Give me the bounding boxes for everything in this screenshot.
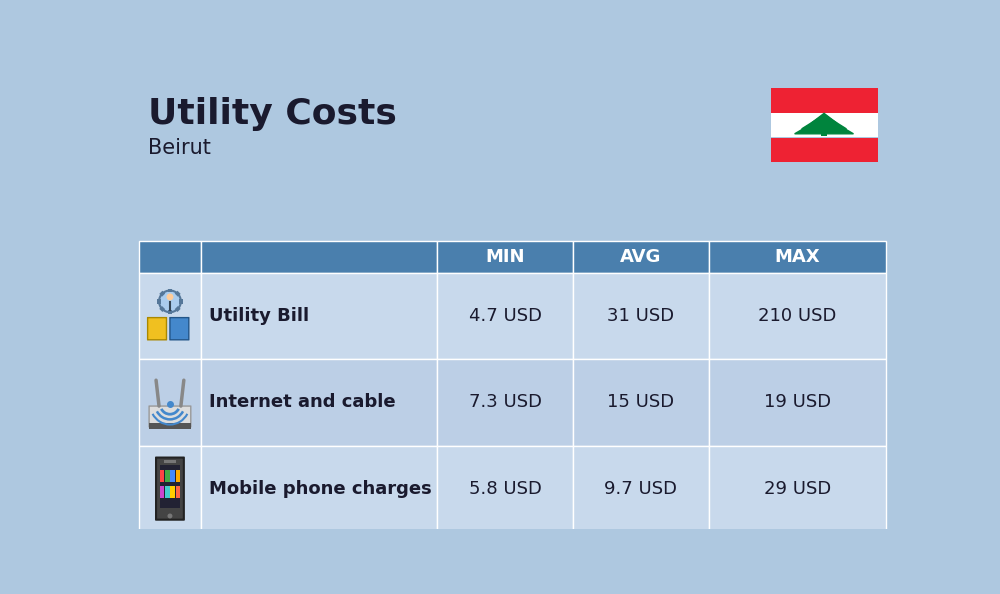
Bar <box>160 470 164 482</box>
Bar <box>771 89 878 113</box>
Bar <box>157 299 161 304</box>
Text: 29 USD: 29 USD <box>764 479 831 498</box>
Bar <box>139 241 201 273</box>
Text: 9.7 USD: 9.7 USD <box>604 479 677 498</box>
FancyBboxPatch shape <box>156 457 184 520</box>
Text: Mobile phone charges: Mobile phone charges <box>209 479 431 498</box>
Bar <box>573 241 709 273</box>
Text: 15 USD: 15 USD <box>607 393 674 412</box>
Bar <box>771 137 878 162</box>
Bar <box>201 241 437 273</box>
Polygon shape <box>811 113 837 123</box>
Bar <box>164 460 176 463</box>
Bar <box>201 446 437 532</box>
Circle shape <box>167 513 172 519</box>
Bar <box>573 359 709 446</box>
Bar <box>437 446 573 532</box>
Bar <box>168 289 172 292</box>
Bar <box>709 359 886 446</box>
Bar <box>160 465 180 508</box>
Text: 7.3 USD: 7.3 USD <box>469 393 542 412</box>
Bar <box>201 273 437 359</box>
Bar <box>139 273 201 359</box>
FancyBboxPatch shape <box>170 318 189 340</box>
Bar <box>165 486 170 498</box>
Text: Beirut: Beirut <box>148 138 211 158</box>
Text: 210 USD: 210 USD <box>758 307 836 325</box>
Bar <box>437 359 573 446</box>
Bar <box>709 241 886 273</box>
FancyBboxPatch shape <box>148 318 166 340</box>
Bar <box>139 359 201 446</box>
Text: AVG: AVG <box>620 248 661 266</box>
Bar <box>168 310 172 314</box>
Text: Internet and cable: Internet and cable <box>209 393 395 412</box>
Bar <box>165 470 170 482</box>
Bar <box>771 113 878 137</box>
Bar <box>170 486 175 498</box>
Circle shape <box>166 293 173 301</box>
Bar <box>159 306 165 312</box>
Text: Utility Costs: Utility Costs <box>148 97 397 131</box>
Text: 4.7 USD: 4.7 USD <box>469 307 542 325</box>
Text: MIN: MIN <box>485 248 525 266</box>
Text: 31 USD: 31 USD <box>607 307 674 325</box>
Bar <box>149 423 191 429</box>
Text: 5.8 USD: 5.8 USD <box>469 479 542 498</box>
Bar <box>821 132 827 136</box>
Circle shape <box>159 290 181 312</box>
Bar <box>160 486 164 498</box>
Bar <box>139 446 201 532</box>
FancyBboxPatch shape <box>149 406 191 426</box>
Polygon shape <box>795 116 853 134</box>
Bar <box>437 241 573 273</box>
Text: MAX: MAX <box>774 248 820 266</box>
Bar <box>179 299 183 304</box>
Bar <box>201 359 437 446</box>
Bar <box>159 290 165 296</box>
Bar <box>176 470 180 482</box>
Bar <box>170 470 175 482</box>
Bar <box>437 273 573 359</box>
Text: Utility Bill: Utility Bill <box>209 307 309 325</box>
Bar <box>176 486 180 498</box>
Text: 19 USD: 19 USD <box>764 393 831 412</box>
Bar <box>709 446 886 532</box>
Polygon shape <box>802 115 846 129</box>
Bar <box>573 273 709 359</box>
Bar <box>573 446 709 532</box>
Bar <box>175 306 181 312</box>
Bar <box>175 290 181 296</box>
Bar <box>709 273 886 359</box>
